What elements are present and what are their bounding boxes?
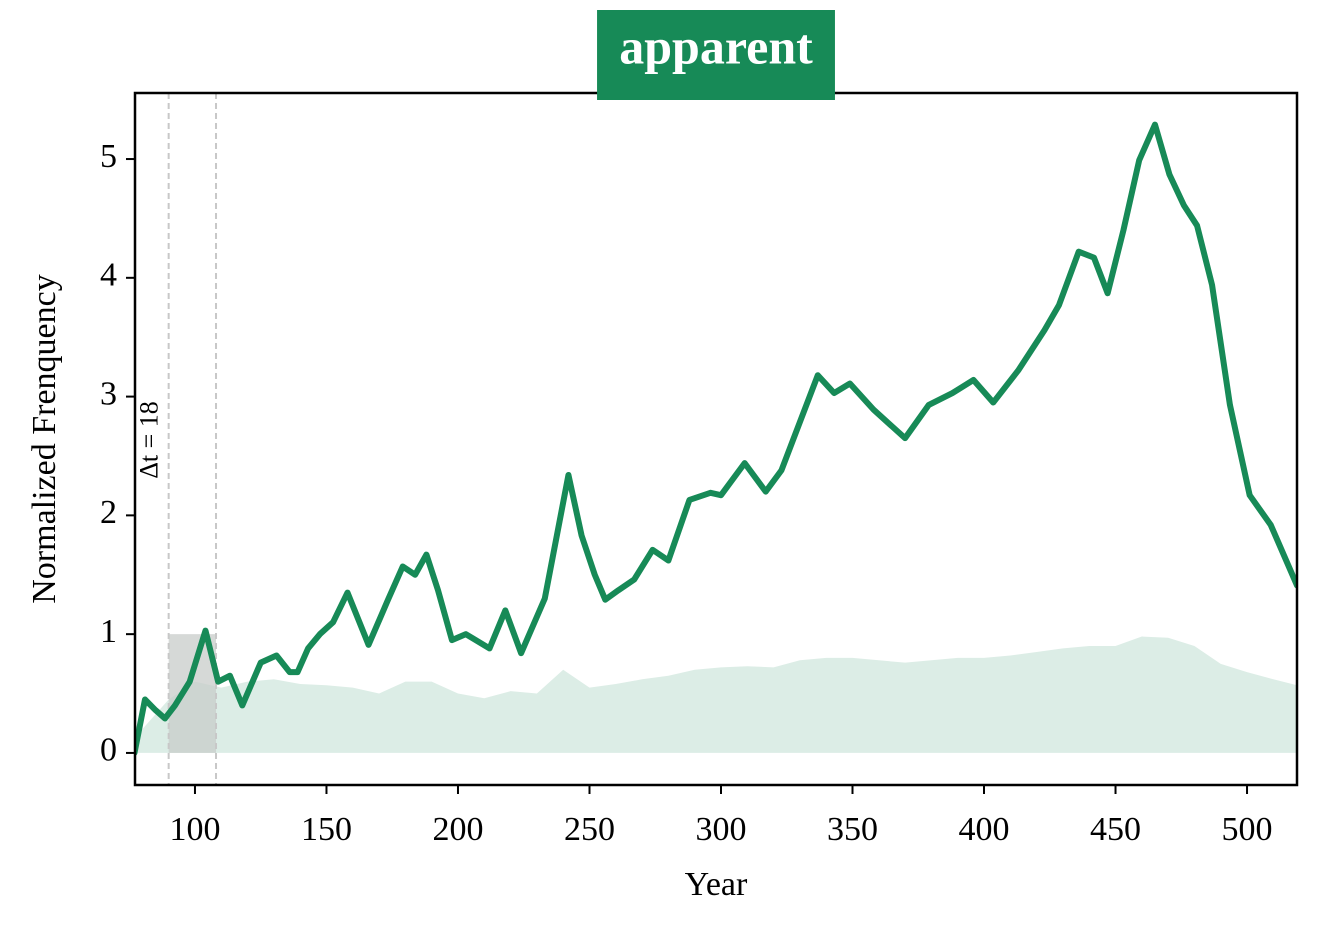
y-tick-label: 3	[100, 375, 117, 412]
y-tick-label: 2	[100, 494, 117, 531]
x-tick-label: 100	[169, 811, 220, 848]
y-tick-label: 4	[100, 257, 117, 294]
x-tick-label: 400	[959, 811, 1010, 848]
y-tick-label: 1	[100, 613, 117, 650]
title-box	[597, 10, 835, 100]
x-tick-label: 450	[1090, 811, 1141, 848]
highlight-box	[168, 634, 217, 753]
window-annotation: Δt = 18	[135, 401, 164, 479]
x-tick-label: 500	[1222, 811, 1273, 848]
x-tick-label: 250	[564, 811, 615, 848]
y-tick-label: 5	[100, 138, 117, 175]
x-tick-label: 200	[432, 811, 483, 848]
plot-area	[135, 93, 1297, 785]
chart-title: apparent	[619, 18, 813, 74]
x-tick-label: 300	[695, 811, 746, 848]
y-axis-label: Normalized Frenquency	[26, 274, 63, 604]
baseline-area	[135, 636, 1297, 753]
y-tick-label: 0	[100, 732, 117, 769]
frequency-line	[135, 121, 1297, 756]
x-axis-label: Year	[685, 866, 748, 903]
x-tick-label: 150	[301, 811, 352, 848]
x-tick-label: 350	[827, 811, 878, 848]
